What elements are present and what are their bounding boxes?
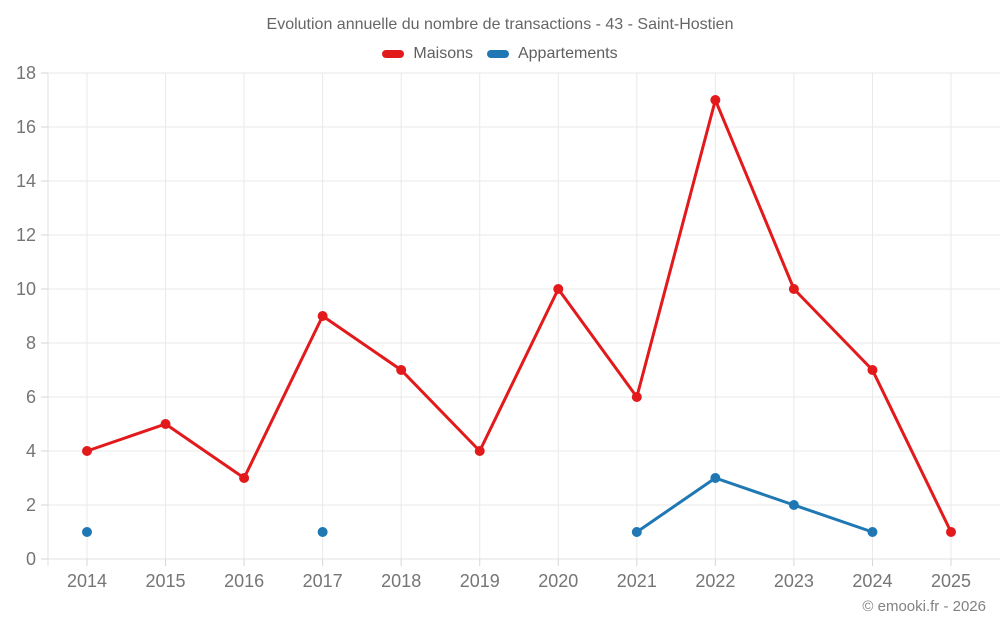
copyright-footer: © emooki.fr - 2026	[862, 598, 986, 615]
x-tick-label: 2025	[931, 571, 971, 591]
data-point[interactable]	[946, 527, 956, 537]
legend-label: Maisons	[413, 45, 473, 62]
legend-swatch	[382, 50, 405, 58]
legend-item-maisons[interactable]: Maisons	[382, 45, 473, 63]
x-tick-label: 2020	[538, 571, 578, 591]
x-tick-label: 2023	[774, 571, 814, 591]
data-point[interactable]	[631, 527, 642, 537]
legend-label: Appartements	[517, 45, 618, 62]
data-point[interactable]	[788, 284, 799, 294]
data-point[interactable]	[553, 284, 564, 294]
data-point[interactable]	[317, 527, 328, 537]
data-point[interactable]	[82, 446, 92, 456]
y-tick-label: 4	[26, 441, 36, 461]
y-tick-label: 12	[16, 225, 36, 245]
data-point[interactable]	[82, 527, 92, 537]
series-line	[85, 98, 953, 534]
series-appartements	[82, 473, 878, 537]
x-tick-label: 2017	[303, 571, 343, 591]
data-point[interactable]	[867, 365, 878, 375]
series-line	[635, 476, 874, 534]
chart-legend: Maisons Appartements	[0, 45, 1000, 63]
data-point[interactable]	[710, 473, 721, 483]
series-maisons	[82, 95, 956, 537]
data-point[interactable]	[788, 500, 799, 510]
data-point[interactable]	[631, 392, 642, 402]
data-point[interactable]	[474, 446, 485, 456]
y-tick-label: 16	[16, 117, 36, 137]
chart-title: Evolution annuelle du nombre de transact…	[266, 16, 734, 33]
y-tick-label: 14	[16, 171, 36, 191]
y-tick-label: 6	[26, 387, 36, 407]
legend-swatch	[486, 50, 509, 58]
x-tick-label: 2021	[617, 571, 657, 591]
data-point[interactable]	[160, 419, 171, 429]
x-tick-label: 2022	[695, 571, 735, 591]
x-tick-label: 2019	[460, 571, 500, 591]
y-tick-label: 8	[26, 333, 36, 353]
data-point[interactable]	[867, 527, 878, 537]
x-tick-label: 2018	[381, 571, 421, 591]
x-tick-label: 2024	[852, 571, 892, 591]
x-tick-label: 2015	[146, 571, 186, 591]
y-tick-label: 0	[26, 549, 36, 569]
x-tick-label: 2014	[67, 571, 107, 591]
y-tick-label: 10	[16, 279, 36, 299]
x-tick-label: 2016	[224, 571, 264, 591]
legend-item-appartements[interactable]: Appartements	[486, 45, 618, 63]
data-point[interactable]	[239, 473, 250, 483]
data-point[interactable]	[396, 365, 407, 375]
data-point[interactable]	[317, 311, 328, 321]
data-point[interactable]	[710, 95, 721, 105]
y-tick-label: 18	[16, 63, 36, 83]
y-tick-label: 2	[26, 495, 36, 515]
